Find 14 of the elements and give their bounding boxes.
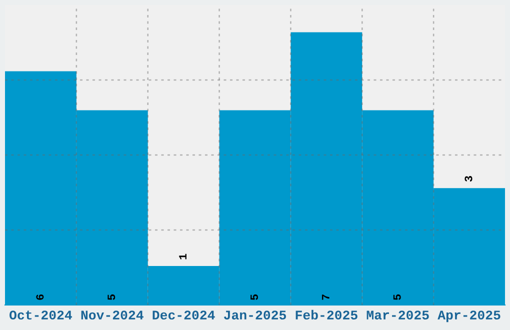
x-tick-label: Dec-2024 xyxy=(152,310,215,320)
x-tick-label: Feb-2025 xyxy=(296,310,358,320)
x-tick-label: Apr-2025 xyxy=(438,310,500,322)
data-label: 1 xyxy=(179,254,186,260)
data-label: 3 xyxy=(464,176,472,182)
data-label: 6 xyxy=(36,294,44,300)
data-label: 5 xyxy=(108,294,116,300)
data-label: 5 xyxy=(393,294,401,300)
data-label: 7 xyxy=(322,294,330,300)
x-tick-label: Nov-2024 xyxy=(81,310,144,320)
x-tick-label: Mar-2025 xyxy=(366,310,429,320)
data-label: 5 xyxy=(250,294,258,300)
x-tick-label: Jan-2025 xyxy=(224,310,286,320)
x-tick-label: Oct-2024 xyxy=(10,310,72,320)
